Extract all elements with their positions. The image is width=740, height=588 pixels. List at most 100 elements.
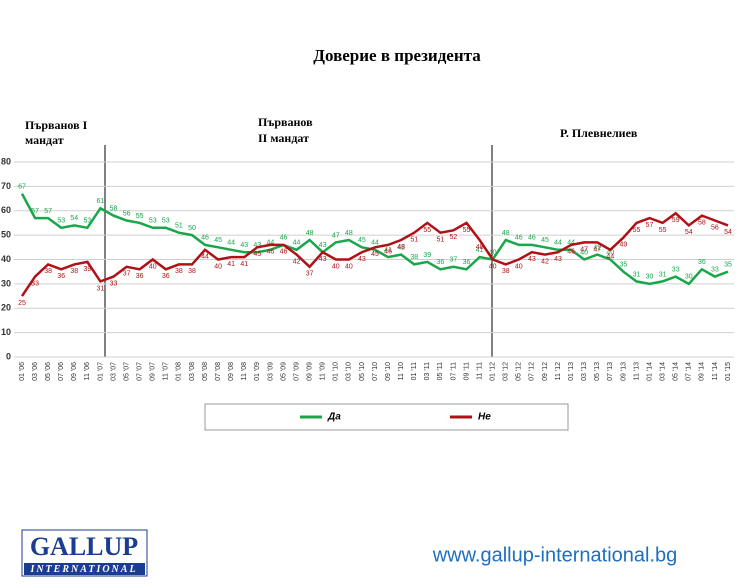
data-label: 46 xyxy=(384,249,392,256)
x-tick-label: 05 '08 xyxy=(202,362,209,381)
data-label: 38 xyxy=(188,268,196,275)
x-tick-label: 05 '07 xyxy=(123,362,130,381)
data-label: 46 xyxy=(567,249,575,256)
data-label: 53 xyxy=(57,218,65,225)
data-label: 38 xyxy=(502,268,510,275)
logo-text: GALLUP xyxy=(30,532,138,561)
data-label: 45 xyxy=(371,251,379,258)
data-label: 51 xyxy=(436,237,444,244)
data-label: 49 xyxy=(620,241,628,248)
y-tick-label: 0 xyxy=(6,351,11,361)
data-label: 56 xyxy=(711,224,719,231)
x-tick-label: 09 '11 xyxy=(463,362,470,380)
data-label: 54 xyxy=(70,215,78,222)
legend: Да Не xyxy=(300,412,491,423)
data-label: 51 xyxy=(410,237,418,244)
x-tick-label: 05 '09 xyxy=(280,362,287,381)
x-tick-label: 03 '07 xyxy=(110,362,117,381)
x-tick-label: 11 '10 xyxy=(398,362,405,380)
data-label: 43 xyxy=(319,242,327,249)
x-tick-label: 01 '11 xyxy=(411,362,418,380)
x-tick-label: 05 '06 xyxy=(45,362,52,381)
x-tick-label: 09 '08 xyxy=(228,362,235,381)
annotation: Първанов I xyxy=(25,118,88,132)
data-label: 44 xyxy=(293,240,301,247)
data-label: 46 xyxy=(515,235,523,242)
data-label: 42 xyxy=(593,244,601,251)
data-label: 30 xyxy=(646,274,654,281)
data-label: 46 xyxy=(280,235,288,242)
data-label: 55 xyxy=(423,227,431,234)
data-label: 42 xyxy=(293,258,301,265)
y-tick-label: 10 xyxy=(1,327,11,337)
data-label: 58 xyxy=(698,219,706,226)
data-label: 53 xyxy=(83,218,91,225)
url: www.gallup-international.bg xyxy=(432,544,678,566)
data-label: 31 xyxy=(97,285,105,292)
data-label: 40 xyxy=(515,263,523,270)
x-tick-label: 07 '09 xyxy=(293,362,300,381)
x-tick-label: 07 '06 xyxy=(58,362,65,381)
data-label: 40 xyxy=(214,263,222,270)
data-label: 35 xyxy=(724,262,732,269)
data-label: 40 xyxy=(489,263,497,270)
x-tick-label: 11 '12 xyxy=(555,362,562,380)
data-label: 52 xyxy=(450,234,458,241)
data-label: 36 xyxy=(57,273,65,280)
data-label: 38 xyxy=(175,268,183,275)
data-label: 55 xyxy=(136,213,144,220)
x-tick-label: 01 '13 xyxy=(568,362,575,381)
x-tick-label: 03 '11 xyxy=(424,362,431,380)
data-label: 45 xyxy=(214,237,222,244)
annotation: мандат xyxy=(25,133,64,147)
x-tick-label: 11 '09 xyxy=(320,362,327,380)
data-label: 25 xyxy=(18,300,26,307)
x-tick-label: 11 '14 xyxy=(712,362,719,380)
x-tick-label: 09 '10 xyxy=(385,362,392,381)
data-label: 31 xyxy=(659,271,667,278)
data-label: 53 xyxy=(149,218,157,225)
x-tick-label: 09 '14 xyxy=(699,362,706,381)
x-tick-label: 01 '15 xyxy=(725,362,732,381)
x-tick-label: 05 '14 xyxy=(673,362,680,381)
data-label: 42 xyxy=(541,258,549,265)
x-tick-label: 07 '11 xyxy=(450,362,457,380)
data-label: 44 xyxy=(554,240,562,247)
x-tick-label: 07 '08 xyxy=(215,362,222,381)
data-label: 41 xyxy=(240,261,248,268)
data-label: 44 xyxy=(267,240,275,247)
x-tick-label: 05 '13 xyxy=(594,362,601,381)
x-tick-label: 11 '13 xyxy=(633,362,640,380)
x-tick-label: 05 '10 xyxy=(359,362,366,381)
data-label: 67 xyxy=(18,184,26,191)
y-tick-label: 70 xyxy=(1,181,11,191)
x-tick-label: 05 '11 xyxy=(437,362,444,380)
logo-sub: INTERNATIONAL xyxy=(29,564,137,575)
x-tick-label: 07 '14 xyxy=(686,362,693,381)
data-label: 44 xyxy=(371,240,379,247)
data-label: 39 xyxy=(83,266,91,273)
data-label: 43 xyxy=(319,256,327,263)
data-label: 36 xyxy=(436,259,444,266)
data-label: 39 xyxy=(423,252,431,259)
data-label: 36 xyxy=(698,259,706,266)
data-label: 41 xyxy=(476,247,484,254)
data-label: 57 xyxy=(646,222,654,229)
x-tick-label: 05 '12 xyxy=(516,362,523,381)
x-tick-label: 03 '10 xyxy=(346,362,353,381)
data-label: 38 xyxy=(410,254,418,261)
data-label: 38 xyxy=(44,268,52,275)
data-label: 37 xyxy=(450,257,458,264)
data-label: 40 xyxy=(489,249,497,256)
y-tick-label: 50 xyxy=(1,230,11,240)
data-label: 37 xyxy=(306,271,314,278)
x-tick-label: 03 '09 xyxy=(267,362,274,381)
data-label: 43 xyxy=(358,256,366,263)
x-tick-label: 03 '13 xyxy=(581,362,588,381)
x-tick-label: 07 '10 xyxy=(372,362,379,381)
legend-box xyxy=(204,403,569,431)
data-label: 57 xyxy=(31,208,39,215)
x-tick-label: 03 '06 xyxy=(32,362,39,381)
data-label: 58 xyxy=(110,205,118,212)
data-label: 56 xyxy=(123,210,131,217)
